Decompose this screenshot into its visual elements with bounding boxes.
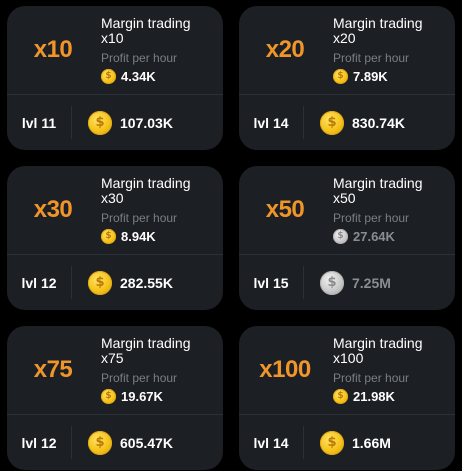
divider <box>7 94 223 95</box>
upgrade-card-x20[interactable]: x20 Margin trading x20 Profit per hour $… <box>239 6 455 150</box>
multiplier-label: x50 <box>265 196 305 223</box>
card-title: Margin trading x30 <box>101 175 191 206</box>
card-header: x30 Margin trading x30 Profit per hour $… <box>7 166 223 253</box>
card-footer: lvl 12 $ 282.55K <box>7 255 223 310</box>
silver-coin-icon: $ <box>333 228 348 244</box>
profit-value: 7.89K <box>353 68 388 84</box>
card-footer: lvl 15 $ 7.25M <box>239 255 455 310</box>
upgrade-cost: $ 282.55K <box>88 270 173 295</box>
card-info: Margin trading x100 Profit per hour $ 21… <box>333 336 451 404</box>
card-header: x10 Margin trading x10 Profit per hour $… <box>7 6 223 93</box>
multiplier-label: x75 <box>33 356 73 383</box>
profit-per-hour-label: Profit per hour <box>333 51 410 65</box>
card-footer: lvl 14 $ 830.74K <box>239 95 455 150</box>
gold-coin-icon: $ <box>101 68 116 84</box>
upgrade-cost: $ 1.66M <box>320 430 391 455</box>
profit-value: 21.98K <box>353 388 395 404</box>
upgrade-cost: $ 830.74K <box>320 110 405 135</box>
profit-value: 27.64K <box>353 228 395 244</box>
multiplier-label: x10 <box>33 36 73 63</box>
silver-coin-icon: $ <box>320 270 344 295</box>
profit-per-hour: $ 8.94K <box>101 228 219 244</box>
multiplier-label: x20 <box>265 36 305 63</box>
card-info: Margin trading x50 Profit per hour $ 27.… <box>333 176 451 244</box>
card-info: Margin trading x10 Profit per hour $ 4.3… <box>101 16 219 84</box>
card-header: x20 Margin trading x20 Profit per hour $… <box>239 6 455 93</box>
cost-value: 107.03K <box>120 114 173 131</box>
profit-value: 4.34K <box>121 68 156 84</box>
upgrade-cost: $ 605.47K <box>88 430 173 455</box>
card-title: Margin trading x75 <box>101 335 191 366</box>
gold-coin-icon: $ <box>88 430 112 455</box>
gold-coin-icon: $ <box>101 228 116 244</box>
profit-per-hour: $ 27.64K <box>333 228 451 244</box>
gold-coin-icon: $ <box>333 68 348 84</box>
divider <box>303 266 304 299</box>
gold-coin-icon: $ <box>88 110 112 135</box>
profit-per-hour: $ 4.34K <box>101 68 219 84</box>
level-label: lvl 14 <box>253 114 289 131</box>
card-info: Margin trading x20 Profit per hour $ 7.8… <box>333 16 451 84</box>
upgrade-card-x75[interactable]: x75 Margin trading x75 Profit per hour $… <box>7 326 223 470</box>
divider <box>303 426 304 459</box>
profit-value: 19.67K <box>121 388 163 404</box>
divider <box>239 254 455 255</box>
gold-coin-icon: $ <box>101 388 116 404</box>
card-footer: lvl 11 $ 107.03K <box>7 95 223 150</box>
card-header: x50 Margin trading x50 Profit per hour $… <box>239 166 455 253</box>
divider <box>71 426 72 459</box>
divider <box>7 414 223 415</box>
cost-value: 605.47K <box>120 434 173 451</box>
card-info: Margin trading x30 Profit per hour $ 8.9… <box>101 176 219 244</box>
profit-value: 8.94K <box>121 228 156 244</box>
multiplier-label: x100 <box>259 356 311 383</box>
cost-value: 282.55K <box>120 274 173 291</box>
card-footer: lvl 12 $ 605.47K <box>7 415 223 470</box>
card-info: Margin trading x75 Profit per hour $ 19.… <box>101 336 219 404</box>
card-footer: lvl 14 $ 1.66M <box>239 415 455 470</box>
upgrade-cost: $ 107.03K <box>88 110 173 135</box>
profit-per-hour: $ 19.67K <box>101 388 219 404</box>
profit-per-hour-label: Profit per hour <box>101 371 178 385</box>
profit-per-hour-label: Profit per hour <box>101 211 178 225</box>
card-title: Margin trading x10 <box>101 15 191 46</box>
multiplier-label: x30 <box>33 196 73 223</box>
card-header: x100 Margin trading x100 Profit per hour… <box>239 326 455 413</box>
gold-coin-icon: $ <box>320 430 344 455</box>
level-label: lvl 14 <box>253 434 289 451</box>
cost-value: 1.66M <box>352 434 391 451</box>
card-title: Margin trading x100 <box>333 335 423 366</box>
profit-per-hour-label: Profit per hour <box>333 371 410 385</box>
level-label: lvl 12 <box>21 434 57 451</box>
level-label: lvl 12 <box>21 274 57 291</box>
divider <box>71 266 72 299</box>
profit-per-hour-label: Profit per hour <box>333 211 410 225</box>
level-label: lvl 11 <box>21 114 57 131</box>
cost-value: 7.25M <box>352 274 391 291</box>
profit-per-hour: $ 7.89K <box>333 68 451 84</box>
card-header: x75 Margin trading x75 Profit per hour $… <box>7 326 223 413</box>
upgrade-card-x10[interactable]: x10 Margin trading x10 Profit per hour $… <box>7 6 223 150</box>
card-title: Margin trading x20 <box>333 15 423 46</box>
card-title: Margin trading x50 <box>333 175 423 206</box>
divider <box>7 254 223 255</box>
divider <box>239 94 455 95</box>
gold-coin-icon: $ <box>88 270 112 295</box>
cost-value: 830.74K <box>352 114 405 131</box>
upgrade-card-grid: x10 Margin trading x10 Profit per hour $… <box>7 6 455 470</box>
divider <box>239 414 455 415</box>
divider <box>303 106 304 139</box>
profit-per-hour-label: Profit per hour <box>101 51 178 65</box>
divider <box>71 106 72 139</box>
upgrade-card-x100[interactable]: x100 Margin trading x100 Profit per hour… <box>239 326 455 470</box>
profit-per-hour: $ 21.98K <box>333 388 451 404</box>
upgrade-card-x50[interactable]: x50 Margin trading x50 Profit per hour $… <box>239 166 455 310</box>
gold-coin-icon: $ <box>333 388 348 404</box>
level-label: lvl 15 <box>253 274 289 291</box>
upgrade-cost: $ 7.25M <box>320 270 391 295</box>
gold-coin-icon: $ <box>320 110 344 135</box>
upgrade-card-x30[interactable]: x30 Margin trading x30 Profit per hour $… <box>7 166 223 310</box>
